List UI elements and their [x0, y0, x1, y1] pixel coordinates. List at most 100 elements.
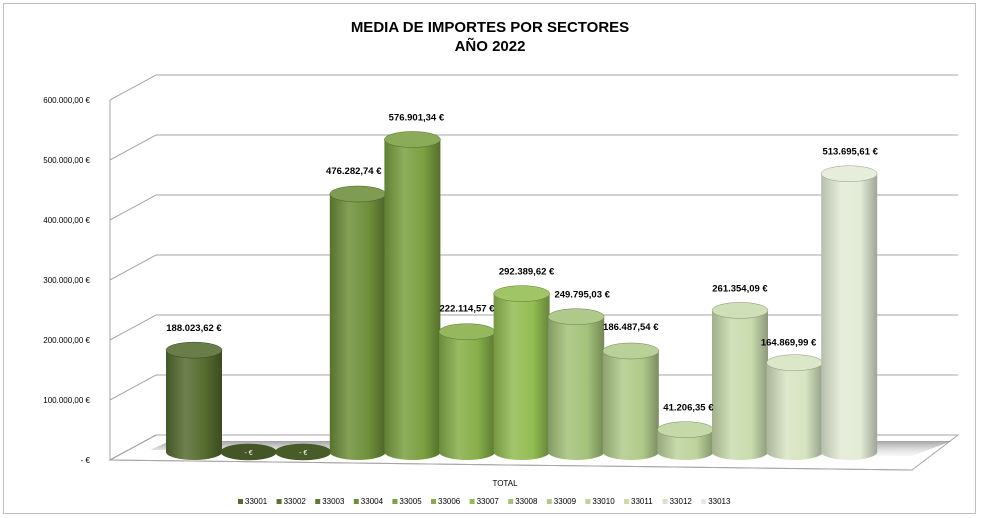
- gridline: [109, 74, 958, 101]
- data-label-33012: 164.869,99 €: [761, 338, 817, 349]
- bar-body: [548, 316, 605, 460]
- bar-body: [493, 293, 550, 460]
- bar-top: [329, 185, 387, 203]
- legend-swatch: [276, 499, 282, 504]
- data-label-33004: 476.282,74 €: [326, 166, 382, 177]
- gridline: [109, 374, 958, 401]
- bar-top: [711, 302, 769, 319]
- bar-33005: [384, 131, 441, 460]
- x-category-label: TOTAL: [492, 479, 518, 488]
- bar-top: [602, 342, 660, 360]
- legend-label: 33010: [592, 497, 615, 506]
- data-label-33003: - €: [299, 450, 307, 457]
- bar-top: [438, 323, 496, 340]
- legend-item-33012: 33012: [662, 497, 692, 506]
- legend-swatch: [392, 499, 398, 504]
- legend-swatch: [315, 499, 321, 504]
- legend-item-33006: 33006: [431, 497, 461, 506]
- bar-body: [384, 139, 441, 460]
- bar-body: [439, 331, 495, 460]
- y-tick-label: 100.000,00 €: [43, 396, 90, 405]
- y-tick-label: 500.000,00 €: [43, 156, 90, 165]
- legend-item-33007: 33007: [469, 497, 500, 506]
- legend-item-33008: 33008: [508, 497, 538, 506]
- legend-swatch: [238, 499, 243, 504]
- legend-swatch: [353, 499, 359, 504]
- legend-label: 33001: [245, 497, 268, 506]
- data-label-33013: 513.695,61 €: [822, 147, 878, 158]
- data-label-33001: 188.023,62 €: [166, 323, 222, 334]
- legend-label: 33007: [477, 497, 500, 506]
- data-labels: 188.023,62 € - € - € 476.282,74 € 576.901,34…: [166, 113, 878, 457]
- bar-body: [166, 350, 222, 460]
- legend-swatch: [469, 499, 475, 504]
- bar-body: [766, 362, 823, 460]
- legend-swatch: [431, 499, 436, 504]
- chart-subtitle: AÑO 2022: [455, 37, 526, 55]
- legend-label: 33002: [284, 497, 307, 506]
- bar-33009: [602, 342, 660, 460]
- data-label-33009: 186.487,54 €: [603, 322, 659, 333]
- y-tick-label: - €: [81, 456, 91, 465]
- bar-top: [547, 308, 605, 325]
- legend-item-33005: 33005: [392, 497, 422, 506]
- bar-top: [384, 131, 441, 148]
- data-label-33005: 576.901,34 €: [389, 113, 445, 124]
- legend-swatch: [546, 499, 552, 504]
- bar-body: [657, 429, 714, 460]
- bar-body: [712, 310, 768, 460]
- bar-33010: [657, 421, 714, 460]
- data-label-33006: 222.114,57 €: [440, 304, 496, 315]
- data-label-33011: 261.354,09 €: [712, 283, 768, 294]
- legend-label: 33006: [438, 497, 461, 506]
- legend-item-33009: 33009: [546, 497, 577, 506]
- gridline: [109, 194, 958, 221]
- bar-top: [820, 165, 878, 182]
- bar-top: [657, 421, 714, 438]
- legend-item-33001: 33001: [238, 497, 268, 506]
- bar-body: [602, 350, 659, 460]
- legend-item-33011: 33011: [624, 497, 653, 506]
- legend-item-33010: 33010: [585, 497, 615, 506]
- bar-top: [165, 341, 223, 359]
- legend-label: 33013: [708, 497, 731, 506]
- bar-body: [329, 194, 386, 460]
- bar-33011: [711, 302, 769, 460]
- legend-swatch: [624, 499, 629, 504]
- y-tick-label: 200.000,00 €: [43, 336, 90, 345]
- legend-swatch: [662, 499, 668, 504]
- bars: [165, 131, 878, 461]
- gridline: [109, 314, 958, 341]
- bar-33012: [766, 354, 823, 460]
- x-axis-line: [109, 459, 913, 471]
- chart-title: MEDIA DE IMPORTES POR SECTORES: [351, 19, 629, 36]
- legend-swatch: [585, 499, 591, 504]
- legend-item-33004: 33004: [353, 497, 384, 506]
- legend-label: 33011: [631, 497, 653, 506]
- chart-walls: [109, 100, 157, 461]
- legend-label: 33009: [554, 497, 577, 506]
- bar-body: [821, 173, 878, 460]
- gridline: [109, 134, 958, 161]
- bar-33007: [493, 285, 550, 460]
- data-label-33008: 249.795,03 €: [554, 290, 610, 301]
- gridline: [109, 254, 958, 281]
- legend-label: 33003: [322, 497, 345, 506]
- legend-item-33003: 33003: [315, 497, 345, 506]
- legend-label: 33008: [515, 497, 538, 506]
- bar-33008: [547, 308, 605, 460]
- legend-swatch: [508, 499, 514, 504]
- data-label-33007: 292.389,62 €: [499, 267, 555, 278]
- legend: 33001 33002 33003 33004 33005 33006 33007 33008…: [238, 497, 731, 506]
- legend-swatch: [701, 499, 707, 504]
- y-tick-label: 600.000,00 €: [43, 96, 90, 105]
- bar-33001: [165, 341, 223, 460]
- legend-item-33002: 33002: [276, 497, 307, 506]
- legend-item-33013: 33013: [701, 497, 731, 506]
- data-label-33002: - €: [245, 450, 253, 457]
- bar-33013: [820, 165, 878, 460]
- bar-top: [766, 354, 823, 371]
- bar-33004: [329, 185, 387, 460]
- legend-label: 33005: [399, 497, 422, 506]
